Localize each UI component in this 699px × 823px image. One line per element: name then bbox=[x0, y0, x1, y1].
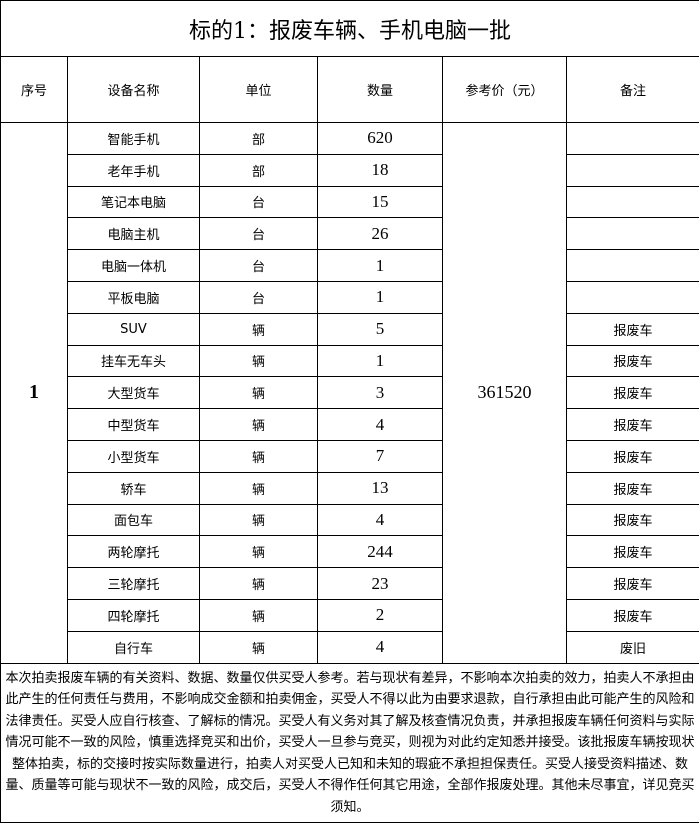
item-name: 中型货车 bbox=[68, 409, 200, 441]
item-qty: 1 bbox=[318, 250, 443, 282]
item-note bbox=[567, 154, 699, 186]
item-unit: 台 bbox=[200, 250, 318, 282]
item-qty: 1 bbox=[318, 345, 443, 377]
item-note bbox=[567, 250, 699, 282]
item-qty: 4 bbox=[318, 409, 443, 441]
item-qty: 3 bbox=[318, 377, 443, 409]
header-price: 参考价（元） bbox=[443, 57, 567, 123]
item-qty: 4 bbox=[318, 631, 443, 663]
item-name: 小型货车 bbox=[68, 440, 200, 472]
item-note: 报废车 bbox=[567, 345, 699, 377]
item-qty: 2 bbox=[318, 599, 443, 631]
item-note: 废旧 bbox=[567, 631, 699, 663]
item-qty: 244 bbox=[318, 536, 443, 568]
item-note: 报废车 bbox=[567, 409, 699, 441]
header-name: 设备名称 bbox=[68, 57, 200, 123]
item-note bbox=[567, 218, 699, 250]
item-note: 报废车 bbox=[567, 568, 699, 600]
item-qty: 26 bbox=[318, 218, 443, 250]
item-qty: 4 bbox=[318, 504, 443, 536]
item-unit: 辆 bbox=[200, 345, 318, 377]
item-unit: 辆 bbox=[200, 504, 318, 536]
item-unit: 部 bbox=[200, 123, 318, 155]
item-unit: 辆 bbox=[200, 377, 318, 409]
item-qty: 13 bbox=[318, 472, 443, 504]
item-note: 报废车 bbox=[567, 440, 699, 472]
item-qty: 7 bbox=[318, 440, 443, 472]
header-note: 备注 bbox=[567, 57, 699, 123]
item-unit: 辆 bbox=[200, 536, 318, 568]
item-unit: 台 bbox=[200, 186, 318, 218]
item-unit: 部 bbox=[200, 154, 318, 186]
item-unit: 辆 bbox=[200, 440, 318, 472]
item-unit: 台 bbox=[200, 218, 318, 250]
item-note: 报废车 bbox=[567, 536, 699, 568]
item-note: 报废车 bbox=[567, 313, 699, 345]
item-name: SUV bbox=[68, 313, 200, 345]
header-qty: 数量 bbox=[318, 57, 443, 123]
price-cell: 361520 bbox=[443, 123, 567, 664]
item-name: 平板电脑 bbox=[68, 281, 200, 313]
item-name: 四轮摩托 bbox=[68, 599, 200, 631]
item-name: 电脑主机 bbox=[68, 218, 200, 250]
item-qty: 1 bbox=[318, 281, 443, 313]
item-note bbox=[567, 186, 699, 218]
item-unit: 辆 bbox=[200, 313, 318, 345]
item-qty: 18 bbox=[318, 154, 443, 186]
item-unit: 辆 bbox=[200, 409, 318, 441]
item-name: 自行车 bbox=[68, 631, 200, 663]
header-serial: 序号 bbox=[1, 57, 68, 123]
item-note: 报废车 bbox=[567, 377, 699, 409]
item-qty: 23 bbox=[318, 568, 443, 600]
item-name: 老年手机 bbox=[68, 154, 200, 186]
item-name: 面包车 bbox=[68, 504, 200, 536]
item-note: 报废车 bbox=[567, 599, 699, 631]
item-unit: 辆 bbox=[200, 568, 318, 600]
header-row: 序号 设备名称 单位 数量 参考价（元） 备注 bbox=[1, 57, 699, 123]
item-name: 电脑一体机 bbox=[68, 250, 200, 282]
item-unit: 辆 bbox=[200, 599, 318, 631]
item-unit: 辆 bbox=[200, 631, 318, 663]
item-qty: 620 bbox=[318, 123, 443, 155]
item-note: 报废车 bbox=[567, 504, 699, 536]
footer-notice: 本次拍卖报废车辆的有关资料、数据、数量仅供买受人参考。若与现状有差异，不影响本次… bbox=[1, 663, 699, 823]
item-unit: 辆 bbox=[200, 472, 318, 504]
item-name: 轿车 bbox=[68, 472, 200, 504]
table-title: 标的1：报废车辆、手机电脑一批 bbox=[1, 1, 699, 57]
item-qty: 5 bbox=[318, 313, 443, 345]
item-name: 大型货车 bbox=[68, 377, 200, 409]
serial-cell: 1 bbox=[1, 123, 68, 664]
item-note: 报废车 bbox=[567, 472, 699, 504]
header-unit: 单位 bbox=[200, 57, 318, 123]
item-unit: 台 bbox=[200, 281, 318, 313]
item-name: 挂车无车头 bbox=[68, 345, 200, 377]
item-qty: 15 bbox=[318, 186, 443, 218]
item-note bbox=[567, 123, 699, 155]
item-name: 两轮摩托 bbox=[68, 536, 200, 568]
item-name: 笔记本电脑 bbox=[68, 186, 200, 218]
item-note bbox=[567, 281, 699, 313]
item-name: 智能手机 bbox=[68, 123, 200, 155]
item-name: 三轮摩托 bbox=[68, 568, 200, 600]
